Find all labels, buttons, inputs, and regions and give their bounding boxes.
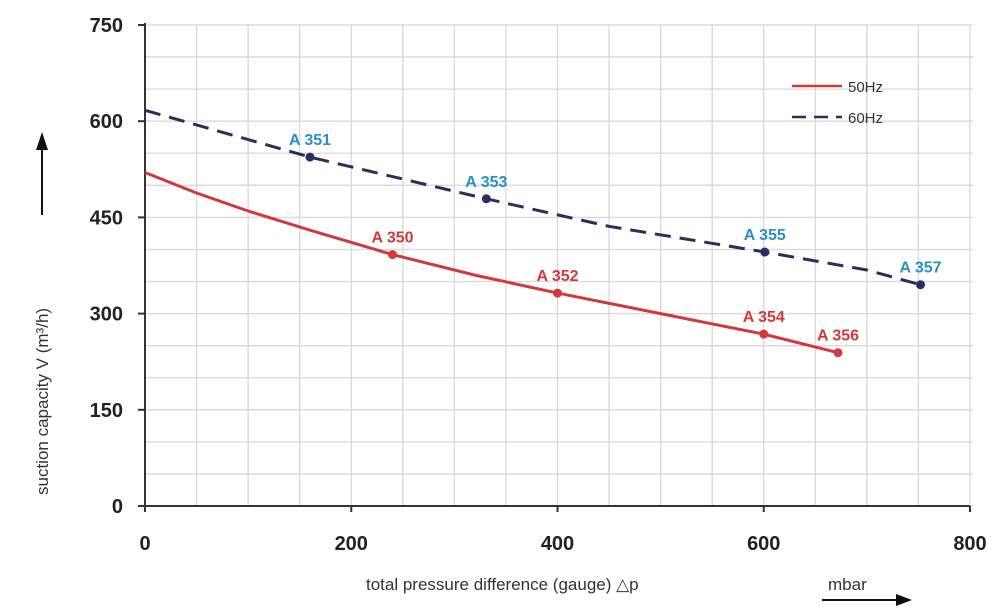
x-tick-label: 400: [541, 533, 574, 555]
y-tick-label: 600: [90, 111, 123, 133]
data-label: A 354: [743, 309, 785, 326]
y-tick-label: 300: [90, 304, 123, 326]
data-point: [760, 247, 770, 257]
legend: 50Hz 60Hz: [792, 79, 883, 127]
series-line-60Hz: [144, 108, 921, 287]
legend-label: 50Hz: [848, 79, 883, 96]
x-tick-label: 200: [335, 533, 368, 555]
series-line-50Hz: [144, 171, 839, 355]
x-tick-label: 600: [747, 533, 780, 555]
data-label: A 356: [817, 328, 859, 345]
data-label: A 353: [465, 174, 507, 191]
data-point: [833, 348, 843, 358]
data-label: A 351: [289, 132, 331, 149]
data-label: A 350: [371, 230, 413, 247]
data-label: A 352: [536, 268, 578, 285]
data-label: A 355: [744, 227, 786, 244]
data-point: [759, 329, 769, 339]
data-point: [305, 152, 315, 162]
y-tick-label: 750: [90, 15, 123, 37]
y-axis-label: suction capacity V (m³/h): [33, 308, 52, 495]
x-axis-arrow-icon: [822, 594, 912, 606]
grid: [144, 24, 973, 507]
data-point: [916, 280, 925, 290]
y-tick-label: 150: [90, 400, 123, 422]
series: A 350 A 352 A 354 A 356 A 351 A 353 A 355 A 357: [144, 108, 942, 358]
y-axis-arrow-icon: [36, 132, 48, 215]
data-point: [388, 250, 397, 260]
x-axis-unit: mbar: [828, 575, 867, 594]
legend-label: 60Hz: [848, 110, 883, 127]
data-point: [481, 194, 491, 204]
x-axis-label: total pressure difference (gauge) △p: [366, 575, 639, 594]
x-tick-label: 800: [953, 533, 986, 555]
data-label: A 357: [899, 260, 941, 277]
x-tick-label: 0: [139, 533, 150, 555]
axes: 0 200 400 600 800 0 150 300 450 600 750: [90, 15, 987, 555]
y-tick-label: 0: [112, 496, 123, 518]
y-tick-label: 450: [90, 207, 123, 229]
data-point: [553, 288, 562, 298]
